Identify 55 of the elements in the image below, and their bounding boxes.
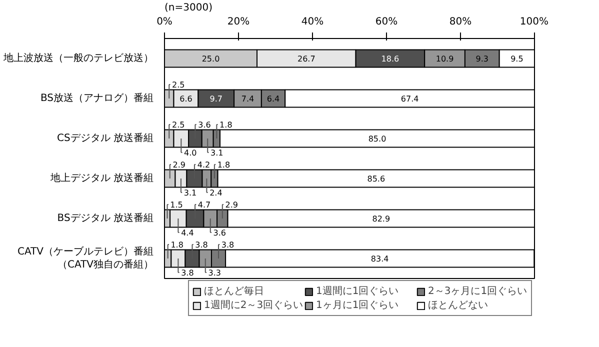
legend-label: 1週間に1回ぐらい [316,285,400,298]
data-label: 9.5 [510,54,524,64]
data-label: 10.9 [436,54,454,64]
data-label: 3.3 [208,268,222,278]
data-label: 4.0 [184,148,197,158]
y-tick-label: BS放送（アナログ）番組 [40,92,154,104]
data-label: 3.8 [195,240,208,250]
y-tick-label: BSデジタル 放送番組 [57,212,154,224]
data-label: 2.5 [172,80,185,90]
data-label: 2.4 [210,188,222,198]
x-tick-label: 80% [449,16,472,28]
legend-label: 2～3ヶ月に1回ぐらい [428,285,528,298]
data-label: 3.6 [198,120,211,130]
data-label: 9.7 [210,94,222,104]
x-tick-label: 100% [520,16,549,28]
data-label: 4.7 [198,200,211,210]
data-label: 85.6 [367,174,386,184]
data-label: 7.4 [241,94,254,104]
legend-label: ほとんどない [428,299,489,312]
x-tick-label: 60% [375,16,398,28]
data-label: 6.4 [266,94,280,104]
data-label: 3.8 [221,240,234,250]
data-label: 9.3 [476,54,489,64]
legend-label: 1ヶ月に1回ぐらい [316,299,400,312]
data-label: 2.9 [172,160,186,170]
data-label: 1.8 [217,160,230,170]
data-label: 4.4 [181,228,194,238]
y-tick-label: CSデジタル 放送番組 [56,132,154,144]
data-label: 2.5 [172,120,185,130]
data-label: 1.5 [170,200,183,210]
data-label: 3.1 [184,188,197,198]
data-label: 67.4 [400,94,419,104]
data-label: 3.1 [210,148,224,158]
x-tick-label: 20% [227,16,250,28]
y-tick-label: 地上波放送（一般のテレビ放送） [2,52,154,64]
data-label: 18.6 [381,54,400,64]
y-tick-label: CATV（ケーブルテレビ）番組（CATV独自の番組） [18,245,154,271]
data-label: 82.9 [372,214,390,224]
data-label: 6.6 [180,94,192,104]
x-tick-label: 40% [301,16,324,28]
data-label: 4.2 [197,160,210,170]
data-label: 2.9 [225,200,238,210]
data-label: 1.8 [220,120,232,130]
y-tick-label: 地上デジタル 放送番組 [49,172,154,184]
legend-label: 1週間に2～3回ぐらい [204,299,304,312]
x-tick-label: 0% [156,16,172,28]
text: (n=3000) [164,2,213,14]
data-label: 25.0 [202,54,220,64]
data-label: 26.7 [297,54,316,64]
data-label: 3.6 [213,228,226,238]
data-label: 85.0 [368,134,386,144]
legend-label: ほとんど毎日 [204,285,265,298]
data-label: 1.8 [170,240,184,250]
data-label: 83.4 [370,254,389,264]
data-label: 3.8 [181,268,194,278]
